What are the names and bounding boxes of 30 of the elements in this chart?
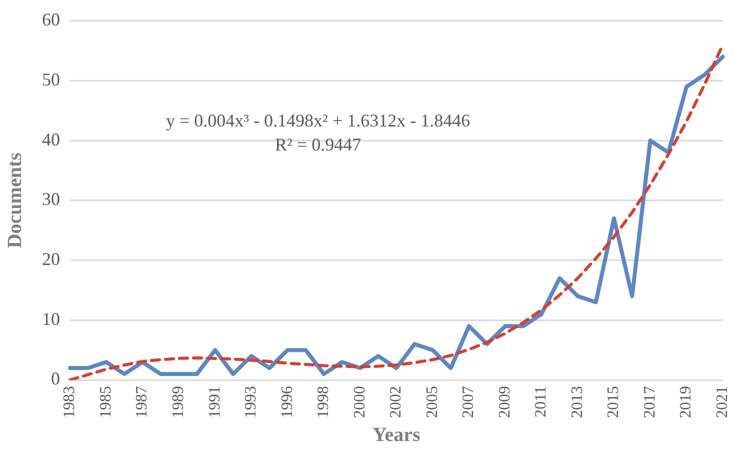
x-tick-label: 2013 bbox=[568, 386, 586, 418]
x-tick-label: 1993 bbox=[242, 386, 260, 418]
y-tick-label: 50 bbox=[42, 69, 60, 90]
x-tick-label: 2011 bbox=[532, 386, 550, 418]
y-tick-label: 30 bbox=[42, 189, 60, 210]
y-tick-label: 0 bbox=[51, 368, 60, 389]
x-tick-label: 2002 bbox=[388, 386, 405, 418]
x-tick-label: 1987 bbox=[134, 386, 151, 418]
x-tick-label: 2015 bbox=[605, 386, 622, 418]
x-tick-label: 2005 bbox=[424, 386, 441, 418]
x-tick-label: 2017 bbox=[641, 386, 658, 418]
y-tick-label: 10 bbox=[42, 308, 60, 329]
x-tick-label: 1998 bbox=[315, 386, 332, 418]
x-tick-label: 1985 bbox=[97, 386, 114, 418]
x-tick-label: 2009 bbox=[496, 386, 514, 418]
x-tick-label: 1989 bbox=[170, 386, 188, 418]
y-tick-label: 20 bbox=[42, 249, 60, 269]
x-axis-title: Years bbox=[372, 424, 420, 446]
y-axis-title: Documents bbox=[4, 152, 26, 248]
x-tick-label: 2007 bbox=[460, 386, 478, 418]
x-tick-label: 1991 bbox=[206, 386, 224, 418]
x-tick-label: 1996 bbox=[278, 386, 296, 418]
annotation: y = 0.004x³ - 0.1498x² + 1.6312x - 1.8446 bbox=[166, 110, 470, 131]
annotation: R² = 0.9447 bbox=[275, 134, 362, 155]
x-tick-label: 2021 bbox=[714, 386, 732, 418]
x-tick-label: 1983 bbox=[61, 386, 78, 418]
y-tick-label: 40 bbox=[42, 129, 60, 150]
x-tick-label: 2019 bbox=[678, 386, 695, 418]
y-tick-label: 60 bbox=[42, 10, 60, 30]
x-tick-label: 2000 bbox=[351, 386, 368, 418]
